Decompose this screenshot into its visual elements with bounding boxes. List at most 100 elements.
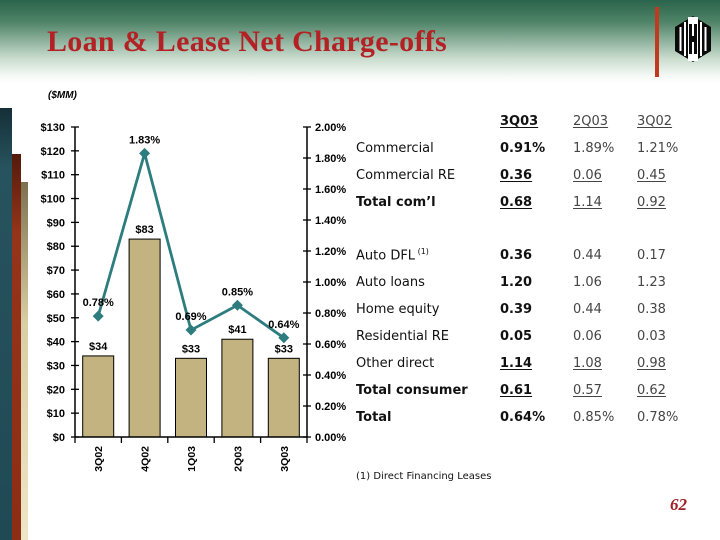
left-tick-label: $80 — [47, 241, 65, 253]
table-row: Commercial RE 0.36 0.06 0.45 — [356, 162, 706, 189]
line-label-2Q03: 0.85% — [222, 286, 253, 298]
cell-value: 1.20 — [500, 275, 533, 290]
row-label: Total — [356, 410, 392, 425]
line-marker-3Q02 — [92, 310, 104, 322]
row-label: Auto loans — [356, 275, 425, 290]
charge-offs-combo-chart: $34 $83 $33 $41 $33 $0 $10 $20 $30 $40 $50 $60 $70 $8… — [41, 122, 347, 472]
cell-value: 1.14 — [500, 356, 533, 371]
category-label-3Q02: 3Q02 — [93, 446, 105, 472]
row-label: Commercial RE — [356, 168, 456, 183]
cell-value: 0.45 — [637, 168, 666, 183]
right-tick-label: 0.80% — [315, 308, 346, 320]
edge-stripe-tan — [21, 182, 28, 540]
line-label-3Q03: 0.64% — [268, 319, 299, 331]
category-label-2Q03: 2Q03 — [232, 446, 244, 472]
cell-value: 0.61 — [500, 383, 533, 398]
bar-4Q02 — [128, 238, 161, 438]
row-label: Total consumer — [356, 383, 468, 398]
row-label: Other direct — [356, 356, 435, 371]
cell-value: 0.92 — [637, 195, 666, 210]
row-label: Commercial — [356, 141, 434, 156]
cell-value: 0.06 — [573, 168, 602, 183]
category-label-3Q03: 3Q03 — [279, 446, 291, 472]
col-header-2Q03: 2Q03 — [573, 114, 609, 129]
col-header-3Q02: 3Q02 — [637, 114, 673, 129]
cell-value: 0.36 — [500, 248, 533, 263]
table-row: Commercial 0.91% 1.89% 1.21% — [356, 135, 706, 162]
cell-value: 0.68 — [500, 195, 533, 210]
page-number: 62 — [670, 495, 687, 514]
row-label-footnote-ref: (1) — [415, 247, 429, 257]
left-tick-label: $130 — [41, 122, 65, 134]
line-marker-2Q03 — [231, 299, 243, 311]
right-tick-label: 1.20% — [315, 246, 346, 258]
cell-value: 1.08 — [573, 356, 602, 371]
row-label: Auto DFL (1) — [356, 247, 429, 264]
table-row: Home equity 0.39 0.44 0.38 — [356, 296, 706, 323]
right-tick-label: 1.60% — [315, 184, 346, 196]
row-label: Home equity — [356, 302, 440, 317]
bar-label-3Q03: $33 — [275, 343, 293, 355]
bar-1Q03 — [175, 357, 207, 438]
table-row: Total consumer 0.61 0.57 0.62 — [356, 377, 706, 404]
left-tick-label: $10 — [47, 408, 65, 420]
row-label: Residential RE — [356, 329, 449, 344]
line-label-1Q03: 0.69% — [175, 311, 206, 323]
cell-value: 0.38 — [637, 302, 666, 317]
left-tick-label: $20 — [47, 384, 65, 396]
bar-3Q03 — [267, 357, 300, 438]
cell-value: 0.91% — [500, 141, 546, 156]
cell-value: 0.62 — [637, 383, 666, 398]
left-tick-label: $60 — [47, 289, 65, 301]
cell-value: 0.64% — [500, 410, 546, 425]
edge-stripe-teal — [0, 108, 12, 540]
line-marker-4Q02 — [139, 147, 151, 159]
cell-value: 1.21% — [637, 141, 679, 156]
left-tick-label: $0 — [53, 432, 65, 444]
cell-value: 0.17 — [637, 248, 666, 263]
cell-value: 1.89% — [573, 141, 615, 156]
cell-value: 1.06 — [573, 275, 602, 290]
left-tick-label: $50 — [47, 313, 65, 325]
table-row: Total com’l 0.68 1.14 0.92 — [356, 189, 706, 216]
line-marker-1Q03 — [185, 324, 197, 336]
col-header-3Q03: 3Q03 — [500, 114, 539, 129]
category-label-4Q02: 4Q02 — [140, 446, 152, 472]
left-tick-label: $90 — [47, 217, 65, 229]
right-tick-label: 0.40% — [315, 370, 346, 382]
left-tick-label: $100 — [41, 194, 65, 206]
table-row: Other direct 1.14 1.08 0.98 — [356, 350, 706, 377]
table-header-row: 3Q03 2Q03 3Q02 — [356, 108, 706, 135]
table-row: Auto DFL (1) 0.36 0.44 0.17 — [356, 242, 706, 269]
right-tick-label: 0.00% — [315, 432, 346, 444]
bar-label-1Q03: $33 — [182, 343, 200, 355]
left-tick-label: $70 — [47, 265, 65, 277]
cell-value: 1.23 — [637, 275, 666, 290]
edge-stripe-red — [12, 154, 21, 540]
right-tick-label: 0.60% — [315, 339, 346, 351]
right-tick-label: 2.00% — [315, 122, 346, 134]
cell-value: 0.57 — [573, 383, 602, 398]
chart-units-label: ($MM) — [48, 90, 77, 101]
bar-label-2Q03: $41 — [228, 324, 246, 336]
line-label-4Q02: 1.83% — [129, 134, 160, 146]
bar-3Q02 — [82, 355, 115, 438]
category-label-1Q03: 1Q03 — [186, 446, 198, 472]
cell-value: 0.98 — [637, 356, 666, 371]
cell-value: 0.05 — [500, 329, 533, 344]
table-row: Total 0.64% 0.85% 0.78% — [356, 404, 706, 431]
cell-value: 1.14 — [573, 195, 602, 210]
cell-value: 0.03 — [637, 329, 666, 344]
right-tick-label: 1.40% — [315, 215, 346, 227]
cell-value: 0.44 — [573, 302, 602, 317]
left-tick-label: $40 — [47, 337, 65, 349]
cell-value: 0.06 — [573, 329, 602, 344]
bar-label-4Q02: $83 — [135, 224, 153, 236]
cell-value: 0.44 — [573, 248, 602, 263]
bar-2Q03 — [221, 338, 254, 438]
left-tick-label: $120 — [41, 146, 65, 158]
slide-title: Loan & Lease Net Charge-offs — [47, 25, 447, 58]
table-row: Residential RE 0.05 0.06 0.03 — [356, 323, 706, 350]
footnote: (1) Direct Financing Leases — [356, 471, 492, 482]
